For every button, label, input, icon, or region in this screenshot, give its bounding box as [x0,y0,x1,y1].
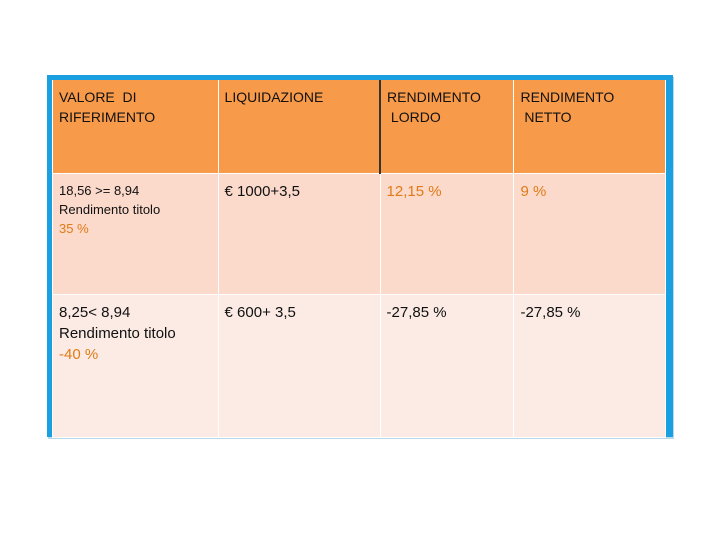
riferimento-value: 8,25< 8,94 [59,304,131,321]
results-table: VALORE DI RIFERIMENTO LIQUIDAZIONE RENDI… [52,80,666,438]
cell-liquidazione: € 600+ 3,5 [217,294,381,438]
cell-rendimento-netto: -27,85 % [513,294,666,438]
riferimento-percent: 35 % [59,221,89,236]
table-header-row: VALORE DI RIFERIMENTO LIQUIDAZIONE RENDI… [52,80,666,174]
cell-liquidazione: € 1000+3,5 [217,173,381,295]
cell-riferimento: 8,25< 8,94 Rendimento titolo -40 % [52,294,219,438]
riferimento-percent: -40 % [59,346,99,363]
header-rendimento-lordo: RENDIMENTO LORDO [379,80,515,174]
header-valore-di-riferimento: VALORE DI RIFERIMENTO [52,80,219,174]
results-table-frame: VALORE DI RIFERIMENTO LIQUIDAZIONE RENDI… [47,75,673,438]
riferimento-subtitle: Rendimento titolo [59,202,161,217]
cell-riferimento: 18,56 >= 8,94 Rendimento titolo 35 % [52,173,219,295]
cell-rendimento-lordo: -27,85 % [379,294,515,438]
table-row: 8,25< 8,94 Rendimento titolo -40 % € 600… [52,294,666,438]
riferimento-subtitle: Rendimento titolo [59,325,176,342]
header-liquidazione: LIQUIDAZIONE [217,80,382,174]
riferimento-value: 18,56 >= 8,94 [59,183,140,198]
table-row: 18,56 >= 8,94 Rendimento titolo 35 % € 1… [52,173,666,295]
cell-rendimento-lordo: 12,15 % [379,173,515,295]
header-rendimento-netto: RENDIMENTO NETTO [513,80,666,174]
cell-rendimento-netto: 9 % [513,173,666,295]
